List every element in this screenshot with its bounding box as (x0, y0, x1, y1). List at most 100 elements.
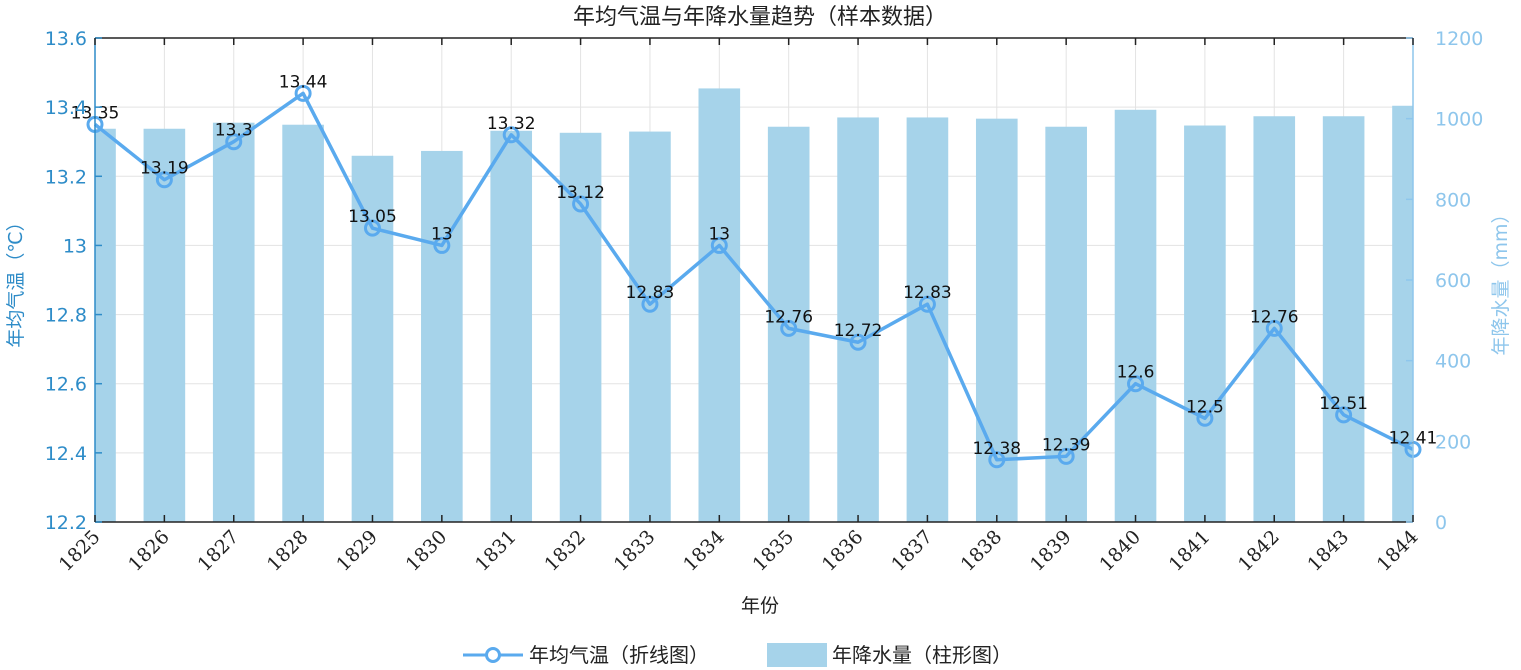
temperature-point (710, 236, 728, 254)
data-label: 12.83 (626, 283, 675, 303)
temperature-point (225, 133, 243, 151)
y-tick-right-label: 200 (1435, 431, 1471, 453)
temperature-point (1127, 375, 1145, 393)
data-label: 13 (708, 224, 730, 244)
precipitation-bar (906, 117, 949, 522)
legend-line-marker (485, 647, 501, 663)
temperature-point (1265, 319, 1283, 337)
temperature-point (433, 236, 451, 254)
legend-bar-swatch (767, 643, 827, 667)
data-label: 12.72 (834, 321, 883, 341)
y-axis-left-label: 年均气温（℃） (5, 212, 27, 347)
x-tick-label: 1838 (957, 526, 1007, 576)
data-label: 13.32 (487, 114, 536, 134)
temperature-point (572, 195, 590, 213)
x-tick-label: 1835 (748, 526, 798, 576)
temperature-point (1335, 406, 1353, 424)
precipitation-bar (421, 150, 463, 522)
x-tick-label: 1833 (610, 526, 660, 576)
x-tick-label: 1844 (1373, 526, 1423, 576)
precipitation-bar (95, 128, 116, 522)
precipitation-bar (490, 130, 533, 522)
y-tick-left-label: 12.4 (45, 443, 87, 465)
data-label: 12.83 (903, 283, 952, 303)
y-tick-right-label: 0 (1435, 512, 1447, 534)
data-label: 13 (431, 224, 453, 244)
x-tick-label: 1841 (1165, 526, 1215, 576)
temperature-point (918, 295, 936, 313)
x-tick-label: 1839 (1026, 526, 1076, 576)
x-tick-label: 1829 (332, 526, 382, 576)
precipitation-bar (629, 131, 671, 522)
y-tick-left-label: 12.6 (45, 374, 87, 396)
legend-label-precipitation: 年降水量（柱形图） (832, 643, 1012, 667)
temperature-point (1057, 447, 1075, 465)
precipitation-bar (1114, 109, 1157, 522)
precipitation-bar (975, 118, 1018, 523)
temperature-line-group (86, 84, 1422, 469)
x-axis-label: 年份 (741, 595, 779, 617)
x-tick-label: 1842 (1234, 526, 1284, 576)
temperature-point (849, 333, 867, 351)
precipitation-bar (1184, 125, 1226, 523)
x-tick-label: 1834 (679, 526, 729, 576)
precipitation-bar (837, 117, 879, 522)
y-tick-right-label: 800 (1435, 189, 1471, 211)
chart-title: 年均气温与年降水量趋势（样本数据） (573, 5, 947, 30)
legend-label-temperature: 年均气温（折线图） (529, 643, 709, 667)
data-label: 13.12 (556, 183, 605, 203)
x-tick-label: 1836 (818, 526, 868, 576)
precipitation-bar (1322, 116, 1365, 522)
x-tick-label: 1837 (887, 526, 937, 576)
data-label: 13.3 (215, 121, 253, 141)
x-tick-label: 1826 (124, 526, 174, 576)
x-tick-label: 1840 (1095, 526, 1145, 576)
temperature-point (294, 84, 312, 102)
data-label: 12.76 (1250, 307, 1299, 327)
x-tick-label: 1832 (540, 526, 590, 576)
data-label: 12.51 (1319, 394, 1368, 414)
precipitation-bars (95, 88, 1413, 523)
y-tick-right-label: 600 (1435, 270, 1471, 292)
precipitation-bar (143, 128, 186, 522)
precipitation-bar (1392, 105, 1413, 522)
data-label: 12.38 (972, 439, 1021, 459)
x-tick-label: 1828 (263, 526, 313, 576)
precipitation-bar (698, 88, 741, 523)
y-tick-right-label: 400 (1435, 351, 1471, 373)
x-tick-label: 1843 (1303, 526, 1353, 576)
y-tick-right-label: 1200 (1435, 28, 1483, 50)
precipitation-bar (282, 124, 324, 522)
temperature-point (155, 171, 173, 189)
x-tick-label: 1831 (471, 526, 521, 576)
precipitation-bar (212, 122, 255, 522)
data-label: 12.5 (1186, 397, 1224, 417)
data-labels: 13.3513.1913.313.4413.051313.3213.1212.8… (71, 72, 1438, 458)
y-tick-left-label: 13.2 (45, 166, 87, 188)
data-label: 12.76 (764, 307, 813, 327)
temperature-point (641, 295, 659, 313)
precipitation-bar (1253, 116, 1296, 522)
x-tick-label: 1827 (194, 526, 244, 576)
temperature-point (363, 219, 381, 237)
legend: 年均气温（折线图） 年降水量（柱形图） (463, 643, 1012, 667)
y-tick-left-label: 12.8 (45, 305, 87, 327)
y-tick-right-label: 1000 (1435, 109, 1483, 131)
x-tick-label: 1830 (402, 526, 452, 576)
y-tick-left-label: 13 (63, 235, 87, 257)
data-label: 12.6 (1117, 363, 1155, 383)
precipitation-bar (767, 126, 810, 522)
temperature-point (1196, 409, 1214, 427)
data-label: 13.44 (279, 72, 328, 92)
y-tick-left-label: 12.2 (45, 512, 87, 534)
temperature-point (988, 451, 1006, 469)
temperature-line (93, 91, 1414, 462)
y-axis-right-label: 年降水量（mm） (1490, 204, 1512, 355)
y-tick-left-label: 13.4 (45, 97, 87, 119)
data-label: 13.05 (348, 207, 397, 227)
temperature-point (780, 319, 798, 337)
data-label: 13.19 (140, 159, 189, 179)
precipitation-bar (351, 155, 394, 523)
y-tick-left-label: 13.6 (45, 28, 87, 50)
